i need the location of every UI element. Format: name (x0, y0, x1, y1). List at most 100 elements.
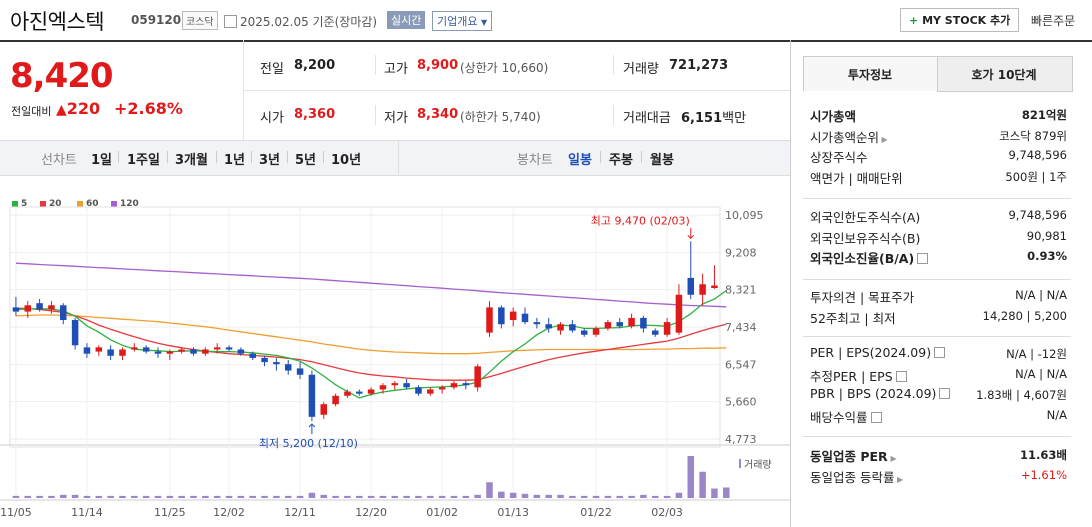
candle-weekly[interactable]: 주봉 (609, 153, 633, 168)
candle-body (592, 328, 600, 335)
volume-bar (332, 495, 339, 498)
divider (641, 151, 642, 163)
realtime-button[interactable]: 실시간 (387, 11, 426, 29)
low-value: 8,340 (417, 107, 459, 122)
candle-body (320, 404, 328, 415)
info-icon[interactable] (939, 388, 951, 399)
candle-body (296, 368, 304, 375)
divider (803, 198, 1071, 199)
low-label: 저가 (384, 111, 408, 126)
volume-legend-swatch (739, 459, 741, 468)
candle-body (569, 324, 576, 331)
x-tick-label: 01/13 (497, 506, 529, 519)
amount-number: 6,151 (681, 111, 723, 126)
volume-bar (95, 495, 103, 498)
divider (803, 279, 1071, 280)
my-stock-add-button[interactable]: + MY STOCK 추가 (900, 8, 1020, 32)
candle-body (36, 303, 43, 310)
volume-bar (237, 495, 245, 498)
period-1y[interactable]: 1년 (224, 153, 246, 168)
x-tick-label: 01/02 (426, 506, 458, 519)
high-value: 8,900 (417, 58, 459, 73)
candle-monthly[interactable]: 월봉 (650, 153, 674, 168)
volume-bar (699, 471, 706, 498)
volume-label: 거래량 (623, 62, 659, 77)
arrow-down-icon (687, 228, 695, 240)
info-row-label: 액면가 | 매매단위 (810, 170, 903, 186)
info-row-label: 시가총액 (810, 109, 857, 124)
info-icon[interactable] (895, 370, 907, 382)
volume-bar (154, 495, 162, 498)
period-10y[interactable]: 10년 (331, 153, 362, 168)
volume-bar (533, 494, 541, 498)
info-row-value: 11.63배 (1020, 448, 1067, 462)
candle-body (533, 322, 541, 325)
candle-chart-label[interactable]: 봉차트 (517, 153, 553, 168)
volume-bar (71, 494, 79, 498)
period-3m[interactable]: 3개월 (175, 153, 208, 168)
open-value: 8,360 (294, 107, 336, 122)
divider (375, 105, 376, 125)
line-chart-label[interactable]: 선차트 (41, 153, 77, 168)
candle-body (190, 349, 197, 354)
volume-bar (640, 494, 647, 498)
price-change: ▲220 (56, 99, 100, 118)
volume-bar (225, 495, 233, 498)
volume-bar (24, 495, 32, 498)
volume-bar (628, 495, 635, 498)
volume-bar (60, 494, 67, 498)
candle-body (628, 317, 635, 327)
candle-body (344, 391, 351, 396)
divider (216, 151, 217, 163)
plus-icon: + (909, 14, 919, 27)
info-row-value: N/A | N/A (1015, 366, 1067, 381)
period-3y[interactable]: 3년 (259, 153, 281, 168)
volume-bar (438, 495, 446, 498)
ma20-label: 20 (49, 199, 62, 209)
stock-header (0, 0, 1092, 42)
info-icon[interactable] (934, 347, 946, 358)
divider (803, 336, 1071, 337)
ma20-swatch (40, 201, 46, 207)
candle-body (557, 324, 564, 331)
period-5y[interactable]: 5년 (295, 153, 317, 168)
info-row-value: 14,280 | 5,200 (982, 308, 1067, 323)
info-row-value: 1.83배 | 4,607원 (976, 388, 1067, 402)
candle-body (509, 311, 517, 321)
info-row-value: +1.61% (1020, 467, 1067, 482)
quick-order-link[interactable]: 빠른주문 (1031, 14, 1076, 28)
invest-info-panel (790, 40, 1092, 527)
x-tick-label: 11/05 (0, 506, 32, 519)
tab-hoga[interactable] (937, 56, 1073, 92)
tab-invest-info[interactable] (803, 56, 939, 91)
candle-body (486, 307, 493, 333)
info-icon[interactable] (870, 411, 882, 423)
divider (375, 55, 376, 75)
info-row-label: 동일업종 PER ▶ (810, 449, 897, 464)
x-tick-label: 01/22 (580, 506, 612, 519)
volume-bar (12, 495, 20, 498)
info-icon[interactable] (917, 253, 929, 264)
caret-right-icon[interactable]: ▶ (887, 454, 897, 463)
volume-bar (486, 482, 493, 498)
period-1w[interactable]: 1주일 (127, 153, 160, 168)
candle-body (261, 357, 268, 363)
candle-body (178, 349, 185, 352)
volume-bar (320, 494, 328, 498)
candle-body (95, 347, 103, 352)
stock-chart[interactable]: 10,095 9,208 8,321 7,434 6,547 5,660 4,773 11/0… (0, 205, 790, 527)
period-1d[interactable]: 1일 (91, 153, 113, 168)
caret-right-icon[interactable]: ▶ (894, 474, 904, 484)
y-tick-label: 8,321 (725, 284, 757, 297)
stock-code: 059120 (131, 13, 182, 27)
ma60-swatch (77, 201, 83, 207)
volume-bar (367, 495, 375, 498)
caret-right-icon[interactable]: ▶ (879, 134, 888, 144)
candle-daily[interactable]: 일봉 (568, 153, 592, 168)
company-overview-dropdown[interactable]: 기업개요 ▼ (432, 11, 493, 31)
amount-value: 6,151백만 (681, 107, 746, 126)
ma20-line (15, 307, 727, 381)
info-row-label: 배당수익률 (810, 407, 882, 426)
info-row-value: 500원 | 1주 (1005, 169, 1067, 184)
info-row-value: 코스닥 879위 (999, 128, 1067, 143)
